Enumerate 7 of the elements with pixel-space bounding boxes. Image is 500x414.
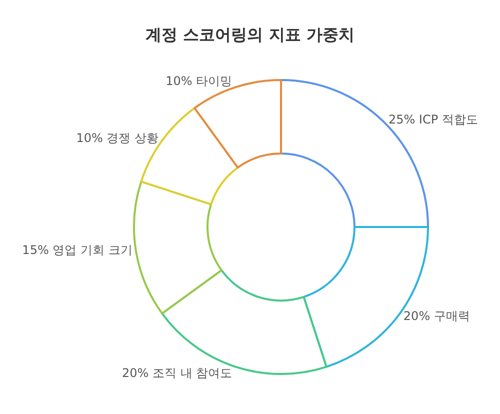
slice-label: 10% 타이밍	[166, 74, 232, 88]
slice-label: 20% 조직 내 참여도	[122, 366, 232, 380]
chart-title: 계정 스코어링의 지표 가중치	[146, 25, 354, 44]
slice-label: 15% 영업 기회 크기	[22, 243, 132, 258]
slice-label: 10% 경쟁 상황	[76, 131, 159, 146]
slice-label: 25% ICP 적합도	[388, 112, 478, 127]
slice-label: 20% 구매력	[403, 308, 470, 323]
